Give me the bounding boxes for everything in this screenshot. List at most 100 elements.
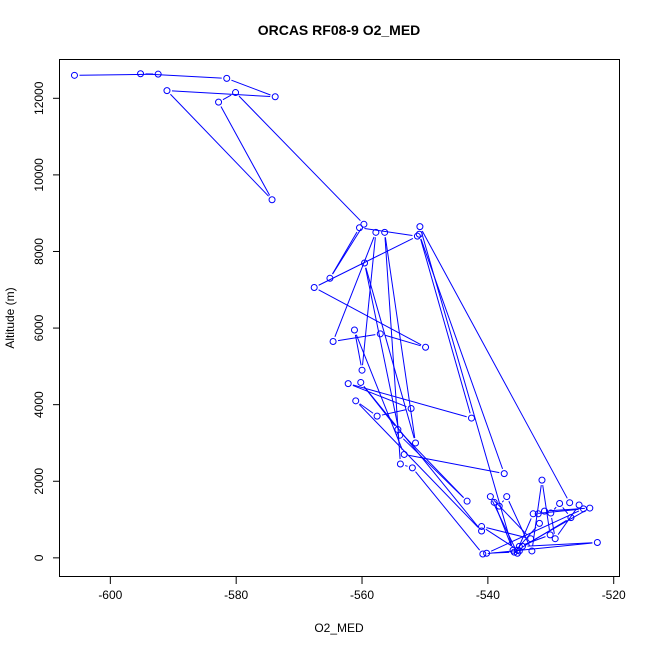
x-tick-label: -540 [476, 588, 500, 602]
data-point [357, 378, 365, 386]
data-point [463, 497, 471, 505]
data-point [356, 224, 364, 232]
data-point [400, 450, 408, 458]
data-point [154, 70, 162, 78]
data-point [352, 397, 360, 405]
series-line-segment [487, 542, 593, 555]
data-point [215, 98, 223, 106]
data-point [413, 232, 421, 240]
series-line-segment [408, 454, 500, 474]
data-point [358, 366, 366, 374]
series-line-segment [557, 508, 577, 535]
series-line-segment [538, 508, 579, 514]
series-line-segment [318, 237, 414, 286]
data-point [528, 547, 536, 555]
data-point [372, 228, 380, 236]
data-point [527, 535, 535, 543]
data-point [495, 502, 503, 510]
data-point [412, 439, 420, 447]
data-point [344, 380, 352, 388]
data-point [223, 74, 231, 82]
series-line-segment [492, 500, 516, 549]
data-point [580, 505, 588, 513]
series-line-segment [517, 526, 537, 549]
data-point [360, 220, 368, 228]
series-line-segment [171, 90, 271, 97]
data-point [490, 498, 498, 506]
chart-title: ORCAS RF08-9 O2_MED [258, 22, 421, 38]
data-point [468, 414, 476, 422]
data-point [540, 507, 548, 515]
data-point [486, 493, 494, 501]
series-line-segment [170, 93, 269, 197]
x-tick-label: -600 [98, 588, 122, 602]
data-point [556, 499, 564, 507]
data-point [163, 87, 171, 95]
series-layer [70, 70, 601, 558]
series-line-segment [405, 465, 408, 467]
series-line-segment [551, 517, 555, 534]
data-point [518, 542, 526, 550]
series-line-segment [415, 471, 481, 551]
x-axis-label: O2_MED [314, 621, 364, 635]
series-line-segment [420, 238, 471, 414]
data-point [376, 330, 384, 338]
x-axis: -600 -580 -560 -540 -520 [98, 577, 626, 602]
series-line-segment [384, 334, 421, 347]
series-line-segment [549, 507, 585, 512]
series-line-segment [359, 403, 374, 414]
series-line-segment [523, 536, 546, 546]
y-tick-label: 12000 [32, 81, 46, 115]
data-point [373, 412, 381, 420]
y-axis-label: Altitude (m) [3, 287, 17, 348]
data-point [534, 510, 542, 518]
series-line-segment [493, 499, 528, 536]
data-point [546, 531, 554, 539]
y-tick-label: 0 [32, 554, 46, 561]
plot-frame [59, 59, 620, 577]
data-point [567, 514, 575, 522]
data-point [483, 549, 491, 557]
data-point [529, 510, 537, 518]
series-line-segment [421, 230, 568, 499]
series-line-segment [527, 542, 593, 547]
series-line-segment [486, 527, 526, 538]
y-tick-label: 8000 [32, 238, 46, 265]
x-tick-label: -560 [350, 588, 374, 602]
series-line-segment [362, 237, 376, 366]
data-point [350, 326, 358, 334]
data-point [415, 230, 423, 238]
series-line-segment [318, 289, 422, 346]
data-point [547, 509, 555, 517]
data-point [503, 493, 511, 501]
series-line-segment [364, 227, 413, 236]
data-point [478, 527, 486, 535]
data-point [407, 404, 415, 412]
series-line-segment [334, 236, 375, 338]
data-point [478, 522, 486, 530]
series-line-segment [358, 404, 479, 528]
data-point [381, 228, 389, 236]
series-line-segment [222, 94, 232, 101]
series-line-segment [365, 267, 400, 431]
data-point [310, 283, 318, 291]
series-line-segment [384, 237, 416, 439]
y-tick-label: 4000 [32, 391, 46, 418]
series-line-segment [332, 231, 358, 275]
series-line-segment [238, 95, 361, 222]
data-point [538, 476, 546, 484]
data-point [232, 89, 240, 97]
series-line-segment [420, 231, 513, 546]
series-line-segment [337, 334, 376, 342]
data-point [329, 337, 337, 345]
x-tick-label: -580 [224, 588, 248, 602]
series-line-segment [491, 551, 510, 554]
series-line-segment [220, 106, 271, 196]
data-point [70, 71, 78, 79]
data-point [396, 431, 404, 439]
data-point [396, 460, 404, 468]
series-line-segment [79, 73, 154, 76]
series-line-segment [542, 484, 550, 531]
series-line-segment [485, 528, 516, 549]
